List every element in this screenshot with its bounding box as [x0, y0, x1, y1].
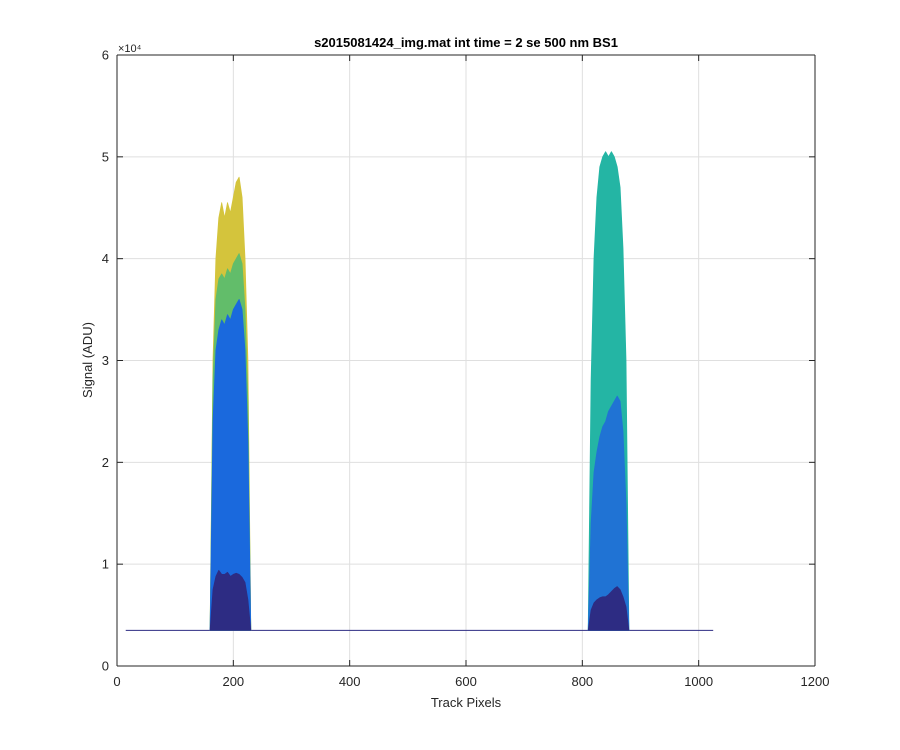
series-layer	[125, 151, 714, 631]
x-tick-label-0: 0	[113, 674, 120, 689]
y-tick-label-5: 5	[102, 149, 109, 164]
x-tick-label-4: 800	[571, 674, 593, 689]
x-tick-label-3: 600	[455, 674, 477, 689]
y-tick-label-1: 1	[102, 557, 109, 572]
series-area-3	[209, 569, 252, 631]
x-tick-label-5: 1000	[684, 674, 713, 689]
x-tick-label-1: 200	[222, 674, 244, 689]
y-axis-label: Signal (ADU)	[80, 322, 95, 398]
y-tick-label-0: 0	[102, 659, 109, 674]
series-area-5	[587, 395, 630, 631]
y-tick-label-2: 2	[102, 455, 109, 470]
y-tick-label-4: 4	[102, 251, 109, 266]
y-tick-label-3: 3	[102, 353, 109, 368]
x-tick-label-2: 400	[339, 674, 361, 689]
y-multiplier-label: ×10⁴	[118, 43, 142, 55]
x-axis-label: Track Pixels	[431, 695, 502, 710]
x-tick-label-6: 1200	[801, 674, 830, 689]
ticks: 0 200 400 600 800 1000 1200 0 1 2 3 4 5 6	[102, 48, 830, 690]
series-area-2	[209, 299, 252, 631]
chart-title: s2015081424_img.mat int time = 2 se 500 …	[314, 35, 618, 50]
y-tick-label-6: 6	[102, 48, 109, 63]
series-area-6	[587, 586, 630, 631]
